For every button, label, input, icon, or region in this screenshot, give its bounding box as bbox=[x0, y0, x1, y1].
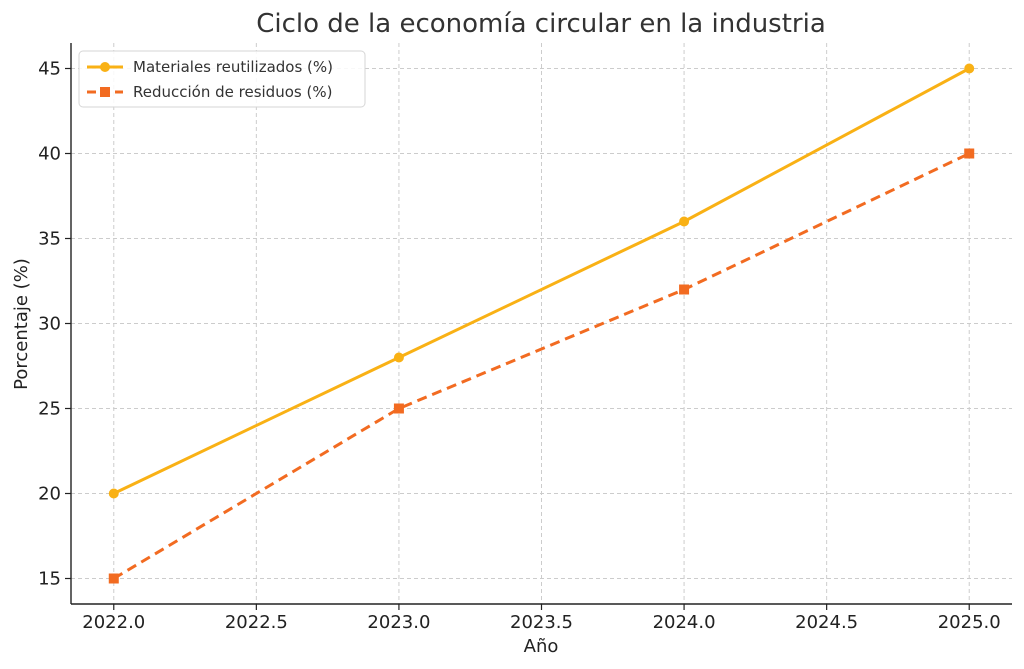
y-axis-label: Porcentaje (%) bbox=[11, 258, 32, 390]
x-tick-label: 2023.0 bbox=[367, 612, 430, 633]
series-line-2 bbox=[113, 152, 970, 580]
x-tick-label: 2024.0 bbox=[653, 612, 716, 633]
legend: Materiales reutilizados (%) Reducción de … bbox=[78, 50, 366, 108]
data-point-square bbox=[679, 284, 690, 295]
y-tick-label: 30 bbox=[38, 314, 61, 335]
x-tick-label: 2022.0 bbox=[82, 612, 145, 633]
data-point-square bbox=[108, 573, 119, 584]
data-point-circle bbox=[393, 352, 404, 363]
data-point-circle bbox=[679, 216, 690, 227]
y-tick-label: 45 bbox=[38, 59, 61, 80]
legend-label: Materiales reutilizados (%) bbox=[133, 58, 333, 76]
y-tick-label: 20 bbox=[38, 484, 61, 505]
axes: 2022.0 2022.5 2023.0 2023.5 2024.0 2024.5 2025… bbox=[38, 43, 1012, 633]
y-tick-label: 40 bbox=[38, 144, 61, 165]
grid bbox=[71, 43, 1012, 604]
legend-label: Reducción de residuos (%) bbox=[133, 83, 332, 101]
data-point-circle bbox=[108, 488, 119, 499]
legend-marker-circle bbox=[100, 62, 110, 72]
series-line-1 bbox=[113, 67, 970, 495]
y-tick-label: 15 bbox=[38, 569, 61, 590]
chart-title: Ciclo de la economía circular en la indu… bbox=[256, 9, 826, 39]
y-tick-label: 25 bbox=[38, 399, 61, 420]
series-layer bbox=[108, 63, 975, 584]
x-tick-label: 2022.5 bbox=[225, 612, 288, 633]
data-point-square bbox=[964, 148, 975, 159]
data-point-circle bbox=[964, 63, 975, 74]
y-tick-label: 35 bbox=[38, 229, 61, 250]
x-tick-label: 2025.0 bbox=[938, 612, 1001, 633]
x-axis-label: Año bbox=[524, 636, 559, 657]
x-tick-label: 2024.5 bbox=[795, 612, 858, 633]
legend-marker-square bbox=[100, 87, 110, 97]
data-point-square bbox=[393, 403, 404, 414]
legend-box bbox=[78, 50, 366, 108]
x-tick-label: 2023.5 bbox=[510, 612, 573, 633]
